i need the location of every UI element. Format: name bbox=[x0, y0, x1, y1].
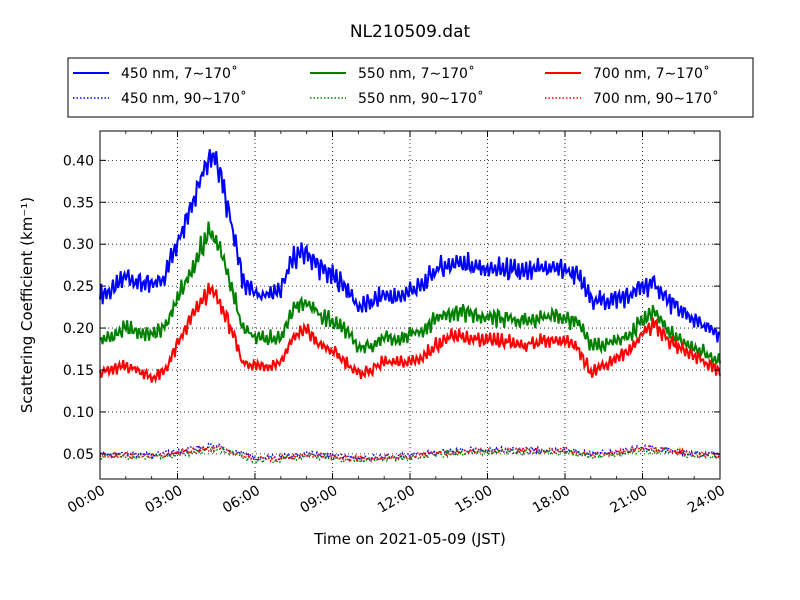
y-tick-label: 0.10 bbox=[63, 405, 94, 421]
chart-title: NL210509.dat bbox=[350, 22, 471, 42]
legend: 450 nm, 7∼170˚ 550 nm, 7∼170˚ 700 nm, 7∼17… bbox=[67, 57, 754, 118]
x-axis-label: Time on 2021-05-09 (JST) bbox=[313, 530, 506, 548]
series-line bbox=[99, 442, 721, 463]
series-line bbox=[99, 221, 721, 366]
y-tick-label: 0.15 bbox=[63, 363, 94, 379]
legend-frame bbox=[67, 57, 754, 118]
y-tick-label: 0.35 bbox=[63, 195, 94, 211]
legend-label: 700 nm, 7∼170˚ bbox=[593, 65, 710, 82]
legend-label: 450 nm, 7∼170˚ bbox=[121, 65, 238, 82]
y-tick-label: 0.20 bbox=[63, 321, 94, 337]
y-axis-label: Scattering Coefficient (km⁻¹) bbox=[18, 197, 36, 413]
legend-label: 550 nm, 90∼170˚ bbox=[358, 90, 484, 107]
y-tick-label: 0.05 bbox=[63, 447, 94, 463]
y-tick-label: 0.30 bbox=[63, 237, 94, 253]
y-tick-label: 0.25 bbox=[63, 279, 94, 295]
legend-label: 450 nm, 90∼170˚ bbox=[121, 90, 247, 107]
series-line bbox=[99, 444, 721, 465]
series-line bbox=[99, 282, 721, 384]
series-line bbox=[99, 149, 721, 343]
legend-label: 550 nm, 7∼170˚ bbox=[358, 65, 475, 82]
series-layer bbox=[99, 149, 721, 465]
legend-label: 700 nm, 90∼170˚ bbox=[593, 90, 719, 107]
y-tick-label: 0.40 bbox=[63, 153, 94, 169]
grid bbox=[99, 131, 721, 479]
